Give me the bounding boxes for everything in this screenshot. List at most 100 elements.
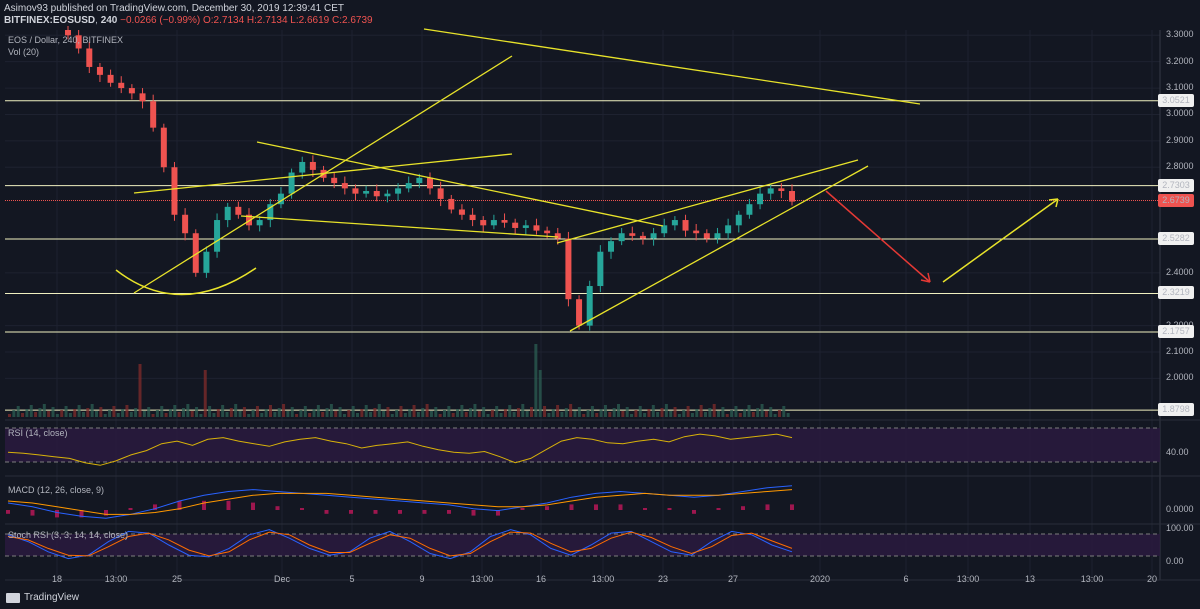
volume-bar [482,407,486,417]
candle-body [192,233,199,273]
volume-bar [386,407,390,417]
time-tick-label: Dec [273,574,290,584]
candle-body [214,220,221,252]
volume-bar [690,413,694,417]
candle-body [746,204,753,215]
volume-bar [60,410,64,417]
volume-bar [238,411,242,417]
down-arrow-head [920,272,931,283]
volume-bar [547,413,551,417]
macd-histogram-bar [692,510,696,514]
volume-bar [560,412,564,417]
volume-bar [199,414,203,417]
volume-bar [273,412,277,417]
candle-body [469,214,476,221]
time-tick-label: 27 [727,574,738,584]
time-tick-label: 13:00 [956,574,980,584]
volume-bar [173,405,177,417]
trendline [423,28,921,105]
macd-histogram-bar [496,510,500,516]
volume-bar [347,410,351,417]
trendline [569,165,869,332]
volume-bar [203,370,207,417]
volume-bar [186,404,190,417]
time-tick-label: 25 [171,574,182,584]
trendline [133,55,513,294]
volume-bar [12,410,16,417]
volume-bar [712,404,716,417]
volume-bar [425,404,429,417]
candle-body [490,220,497,226]
volume-bar [660,408,664,417]
macd-histogram-bar [251,502,255,510]
volume-bar [590,406,594,417]
volume-bar [573,411,577,417]
candle-body [501,220,508,223]
volume-bar [164,413,168,417]
volume-bar [277,408,281,417]
stoch-d-line [7,531,793,557]
candle-body [160,127,167,168]
macd-histogram-bar [177,500,182,510]
volume-bar [599,409,603,417]
volume-bar [399,406,403,417]
volume-bar [64,406,68,417]
candle-body [639,235,646,239]
volume-bar [577,407,581,417]
volume-bar [182,408,185,417]
time-tick-label: 20 [1146,574,1157,584]
volume-bar [738,413,742,417]
macd-histogram-bar [55,510,59,518]
volume-bar [608,412,612,417]
volume-bar [269,405,272,417]
volume-bar [77,405,81,417]
candle-body [267,204,274,221]
candle-body [618,233,625,242]
volume-bar [208,406,212,417]
macd-histogram-bar [520,508,525,510]
candle-body [288,172,295,194]
volume-bar [282,404,286,417]
candle-body [352,188,359,194]
macd-histogram-bar [104,510,108,516]
price-tick-label: 2.8000 [1166,161,1194,172]
candle-body [458,209,465,215]
tradingview-brand[interactable]: TradingView [6,592,79,603]
level-price-badge: 2.1757 [1158,325,1194,339]
candle-body [714,233,721,239]
rsi-band [5,428,1160,462]
volume-bar [486,414,490,417]
candle-body [576,299,583,326]
volume-bar [42,404,46,417]
volume-bar [225,412,229,417]
candle-body [767,188,774,194]
candle-body [416,177,423,184]
volume-bar [303,406,307,417]
macd-histogram-bar [716,508,721,510]
stoch-tick-label: 0.00 [1166,556,1184,566]
price-tick-label: 3.0000 [1166,108,1194,119]
trendline [240,215,559,238]
volume-bar [621,411,625,417]
down-arrow-line [825,190,931,283]
candle-body [363,191,370,194]
volume-bar [108,410,112,417]
volume-bar [299,410,303,417]
stoch-band [5,534,1160,556]
candle-body [427,177,433,189]
macd-histogram-bar [545,506,549,510]
volume-bar [129,412,133,417]
volume-bar [516,408,520,417]
volume-bar [643,413,647,417]
candle-body [224,206,231,221]
volume-bar [656,412,660,417]
volume-bar [34,412,38,417]
volume-bar [725,414,729,417]
stoch-pane-title: Stoch RSI (3, 3, 14, 14, close) [8,530,129,540]
volume-bar [234,404,238,417]
brand-label: TradingView [24,592,80,603]
volume-bar [669,411,673,417]
volume-bar [595,413,599,417]
